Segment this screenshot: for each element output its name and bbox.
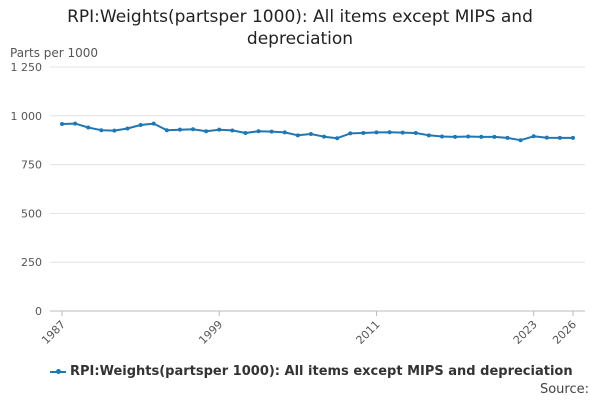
data-point[interactable] (453, 134, 458, 139)
data-point[interactable] (400, 130, 405, 135)
legend-label: RPI:Weights(partsper 1000): All items ex… (70, 364, 573, 379)
series-line (61, 122, 573, 142)
y-tick-label: 500 (21, 207, 42, 220)
data-point[interactable] (479, 134, 484, 139)
chart-title-line-1: RPI:Weights(partsper 1000): All items ex… (67, 7, 533, 27)
y-tick-label: 750 (21, 159, 42, 172)
data-point[interactable] (86, 125, 91, 130)
data-point[interactable] (230, 128, 235, 133)
data-point[interactable] (204, 129, 209, 134)
data-point[interactable] (557, 135, 562, 140)
data-point[interactable] (125, 126, 130, 131)
x-tick-label: 1987 (39, 318, 68, 347)
data-point[interactable] (282, 130, 287, 135)
x-tick-label: 2023 (511, 318, 540, 347)
chart-title: RPI:Weights(partsper 1000): All items ex… (0, 6, 600, 50)
data-point[interactable] (269, 129, 274, 134)
legend: RPI:Weights(partsper 1000): All items ex… (50, 364, 590, 379)
data-point[interactable] (73, 121, 78, 126)
y-tick-label: 1 250 (11, 61, 43, 74)
data-point[interactable] (571, 135, 575, 140)
data-point[interactable] (413, 130, 418, 135)
data-point[interactable] (518, 138, 523, 143)
data-point[interactable] (335, 136, 340, 141)
data-point[interactable] (99, 128, 104, 133)
legend-swatch (50, 367, 66, 377)
data-point[interactable] (361, 130, 366, 135)
data-point[interactable] (544, 135, 549, 140)
data-point[interactable] (308, 131, 313, 136)
data-point[interactable] (322, 134, 327, 139)
data-point[interactable] (177, 127, 182, 132)
data-point[interactable] (243, 130, 248, 135)
y-tick-label: 0 (35, 305, 42, 318)
data-point[interactable] (505, 135, 510, 140)
data-point[interactable] (492, 134, 497, 139)
data-point[interactable] (217, 127, 222, 132)
y-tick-label: 1 000 (11, 110, 43, 123)
data-point[interactable] (164, 128, 169, 133)
data-point[interactable] (60, 121, 64, 126)
source-label: Source: (539, 382, 589, 397)
data-point[interactable] (151, 121, 156, 126)
data-point[interactable] (439, 134, 444, 139)
data-point[interactable] (374, 130, 379, 135)
data-point[interactable] (295, 133, 300, 138)
data-point[interactable] (191, 127, 196, 132)
x-tick-label: 1999 (196, 318, 225, 347)
y-tick-label: 250 (21, 256, 42, 269)
x-tick-label: 2011 (354, 318, 383, 347)
data-point[interactable] (256, 129, 261, 134)
data-point[interactable] (348, 131, 353, 136)
y-axis-label: Parts per 1000 (10, 46, 98, 60)
data-point[interactable] (138, 122, 143, 127)
data-point[interactable] (531, 134, 536, 139)
data-point[interactable] (466, 134, 471, 139)
data-point[interactable] (387, 130, 392, 135)
x-tick-label: 2026 (550, 318, 579, 347)
data-point[interactable] (112, 128, 117, 133)
data-point[interactable] (426, 133, 431, 138)
chart-title-line-2: depreciation (246, 29, 354, 49)
